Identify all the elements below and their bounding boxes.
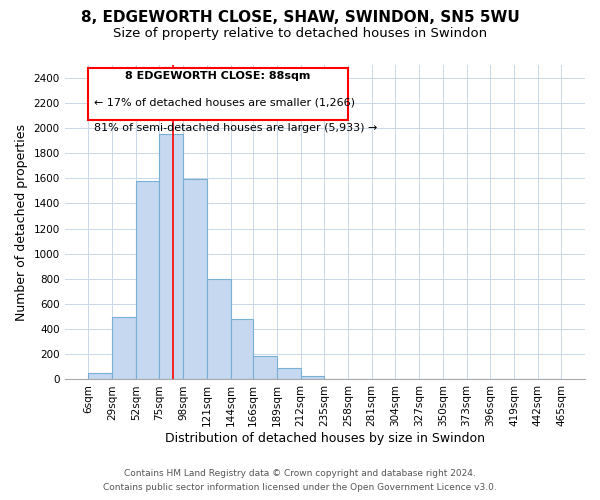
Bar: [183, 180, 207, 380]
Text: Contains HM Land Registry data © Crown copyright and database right 2024.: Contains HM Land Registry data © Crown c…: [124, 468, 476, 477]
X-axis label: Distribution of detached houses by size in Swindon: Distribution of detached houses by size …: [165, 432, 485, 445]
Bar: [207, 279, 230, 380]
Bar: [160, 134, 183, 380]
Bar: [277, 368, 301, 380]
Text: 8, EDGEWORTH CLOSE, SHAW, SWINDON, SN5 5WU: 8, EDGEWORTH CLOSE, SHAW, SWINDON, SN5 5…: [80, 10, 520, 25]
Y-axis label: Number of detached properties: Number of detached properties: [15, 124, 28, 320]
Bar: [136, 180, 160, 380]
Bar: [301, 376, 325, 380]
Text: Contains public sector information licensed under the Open Government Licence v3: Contains public sector information licen…: [103, 484, 497, 492]
Text: 8 EDGEWORTH CLOSE: 88sqm: 8 EDGEWORTH CLOSE: 88sqm: [125, 70, 311, 81]
Text: ← 17% of detached houses are smaller (1,266): ← 17% of detached houses are smaller (1,…: [94, 98, 355, 108]
Bar: [88, 373, 112, 380]
Text: 81% of semi-detached houses are larger (5,933) →: 81% of semi-detached houses are larger (…: [94, 122, 377, 132]
FancyBboxPatch shape: [88, 68, 348, 120]
Bar: [230, 319, 253, 380]
Text: Size of property relative to detached houses in Swindon: Size of property relative to detached ho…: [113, 28, 487, 40]
Bar: [112, 316, 136, 380]
Bar: [253, 356, 277, 380]
